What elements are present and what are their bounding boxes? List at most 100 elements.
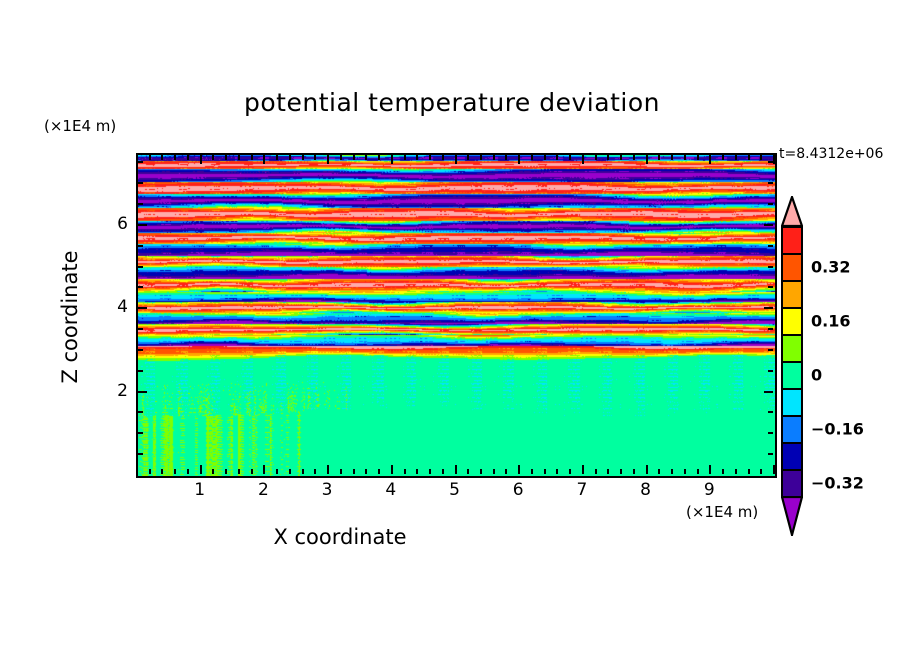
y-tick-label: 6 [117,213,128,234]
x-tick-label: 5 [449,480,460,500]
y-axis-tick [138,370,143,372]
x-axis-tick [391,465,393,474]
x-axis-tick [748,155,750,160]
page-title: potential temperature deviation [244,88,660,117]
x-axis-tick [263,155,265,164]
y-axis-tick [768,161,773,163]
x-axis-tick [620,155,622,160]
x-axis-tick [671,469,673,474]
x-tick-label: 4 [385,480,397,500]
y-axis-tick [768,370,773,372]
x-axis-tick [263,465,265,474]
x-axis-tick [684,469,686,474]
colorbar-band-yellow [781,307,803,336]
x-axis-tick [200,155,202,164]
y-axis-tick [138,182,143,184]
y-axis-tick [768,453,773,455]
y-axis-tick [138,161,143,163]
x-axis-tick [735,469,737,474]
x-tick-label: 9 [703,480,715,500]
x-axis-tick [174,155,176,160]
x-axis-tick [416,469,418,474]
x-axis-tick [480,469,482,474]
x-axis-tick [187,155,189,160]
x-axis-tick [658,155,660,160]
x-axis-tick [455,465,457,474]
x-axis-tick [442,155,444,160]
x-axis-tick [722,469,724,474]
x-axis-tick [773,155,775,164]
x-axis-tick [391,155,393,164]
colorbar-tick-label: 0.16 [811,311,851,330]
x-axis-tick [365,155,367,160]
y-axis-tick [138,307,147,309]
y-axis-title: Z coordinate [58,250,82,384]
x-axis-tick [353,469,355,474]
y-axis-tick [764,391,773,393]
y-axis-tick [764,307,773,309]
x-axis-tick [238,155,240,160]
x-axis-tick [748,469,750,474]
x-axis-tick [365,469,367,474]
x-axis-tick [276,155,278,160]
x-axis-tick [760,469,762,474]
y-axis-tick [768,432,773,434]
colorbar-band-blue [781,415,803,444]
x-tick-label: 8 [640,480,652,500]
x-axis-tick [340,469,342,474]
x-axis-tick [505,155,507,160]
y-axis-tick [768,349,773,351]
colorbar-band-red [781,226,803,255]
x-axis-tick [225,155,227,160]
y-axis-tick [138,411,143,413]
colorbar-band-cyan [781,388,803,417]
y-axis-tick [768,203,773,205]
y-axis-tick [768,328,773,330]
colorbar-overflow-top [780,193,804,228]
x-axis-tick [480,155,482,160]
x-axis-tick [327,465,329,474]
y-tick-label: 4 [117,297,128,318]
x-axis-tick [595,469,597,474]
colorbar-tick-label: −0.16 [811,419,864,438]
x-axis-tick [607,469,609,474]
x-axis-tick [161,469,163,474]
y-axis-tick [768,411,773,413]
x-axis-tick [556,469,558,474]
y-axis-tick [768,266,773,268]
y-axis-tick [768,182,773,184]
y-axis-tick [768,245,773,247]
x-axis-tick [493,155,495,160]
x-axis-tick [289,469,291,474]
colorbar-tick-label: −0.32 [811,473,864,492]
x-axis-tick [314,155,316,160]
y-axis-tick [138,286,143,288]
x-axis-tick [646,155,648,164]
y-axis-tick [138,391,147,393]
x-axis-tick [518,465,520,474]
x-axis-tick [544,155,546,160]
colorbar: 0.32 0.16 0 −0.16 −0.32 [780,193,864,540]
x-axis-tick [582,465,584,474]
x-axis-tick [276,469,278,474]
colorbar-band-orange-red [781,253,803,282]
x-axis-tick [493,469,495,474]
x-axis-tick [378,469,380,474]
timestamp-annotation: t=8.4312e+06 [779,146,884,162]
x-axis-tick [595,155,597,160]
colorbar-band-orange [781,280,803,309]
y-axis-tick [138,432,143,434]
contour-field [138,155,775,476]
x-tick-label: 7 [576,480,588,500]
x-tick-label: 6 [512,480,524,500]
x-axis-tick [467,155,469,160]
x-axis-tick [149,155,151,160]
y-axis-tick [764,224,773,226]
x-axis-tick [697,469,699,474]
x-axis-tick [582,155,584,164]
x-axis-tick [416,155,418,160]
x-axis-tick [404,469,406,474]
x-axis-tick [251,155,253,160]
colorbar-tick-label: 0.32 [811,257,851,276]
x-axis-tick [569,155,571,160]
